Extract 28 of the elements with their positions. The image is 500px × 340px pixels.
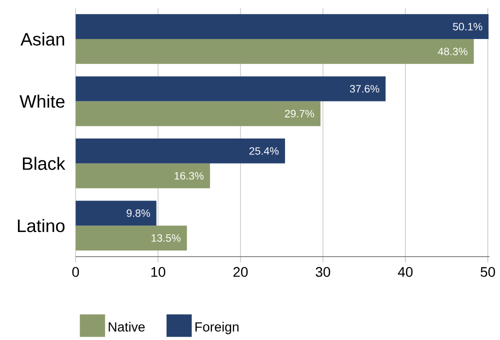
x-tick-label: 30	[316, 267, 330, 278]
bar	[76, 14, 489, 40]
bar	[76, 76, 386, 102]
legend-label: Foreign	[195, 322, 238, 334]
x-tick-label: 0	[72, 267, 79, 278]
bar	[76, 138, 286, 164]
y-tick-label: Latino	[18, 219, 65, 232]
y-tick-label: Black	[22, 157, 66, 170]
data-label: 37.6%	[350, 85, 380, 93]
y-tick-label: Asian	[20, 32, 64, 46]
x-tick-label: 10	[151, 267, 166, 278]
bar	[76, 164, 210, 188]
bar	[76, 101, 320, 126]
data-label: 16.3%	[174, 172, 204, 180]
legend-label: Native	[108, 322, 145, 332]
x-tick-label: 20	[233, 267, 248, 278]
data-label: 13.5%	[152, 234, 181, 242]
y-tick-label: White	[20, 94, 64, 108]
bar	[76, 39, 474, 64]
data-label: 50.1%	[452, 23, 482, 31]
bar	[76, 226, 187, 251]
data-label: 48.3%	[438, 48, 468, 56]
data-label: 25.4%	[249, 147, 279, 155]
x-tick-label: 50	[480, 267, 496, 278]
bar	[76, 200, 156, 226]
data-label: 29.7%	[284, 110, 314, 118]
data-label: 9.8%	[126, 210, 150, 218]
x-tick-label: 40	[398, 267, 413, 278]
